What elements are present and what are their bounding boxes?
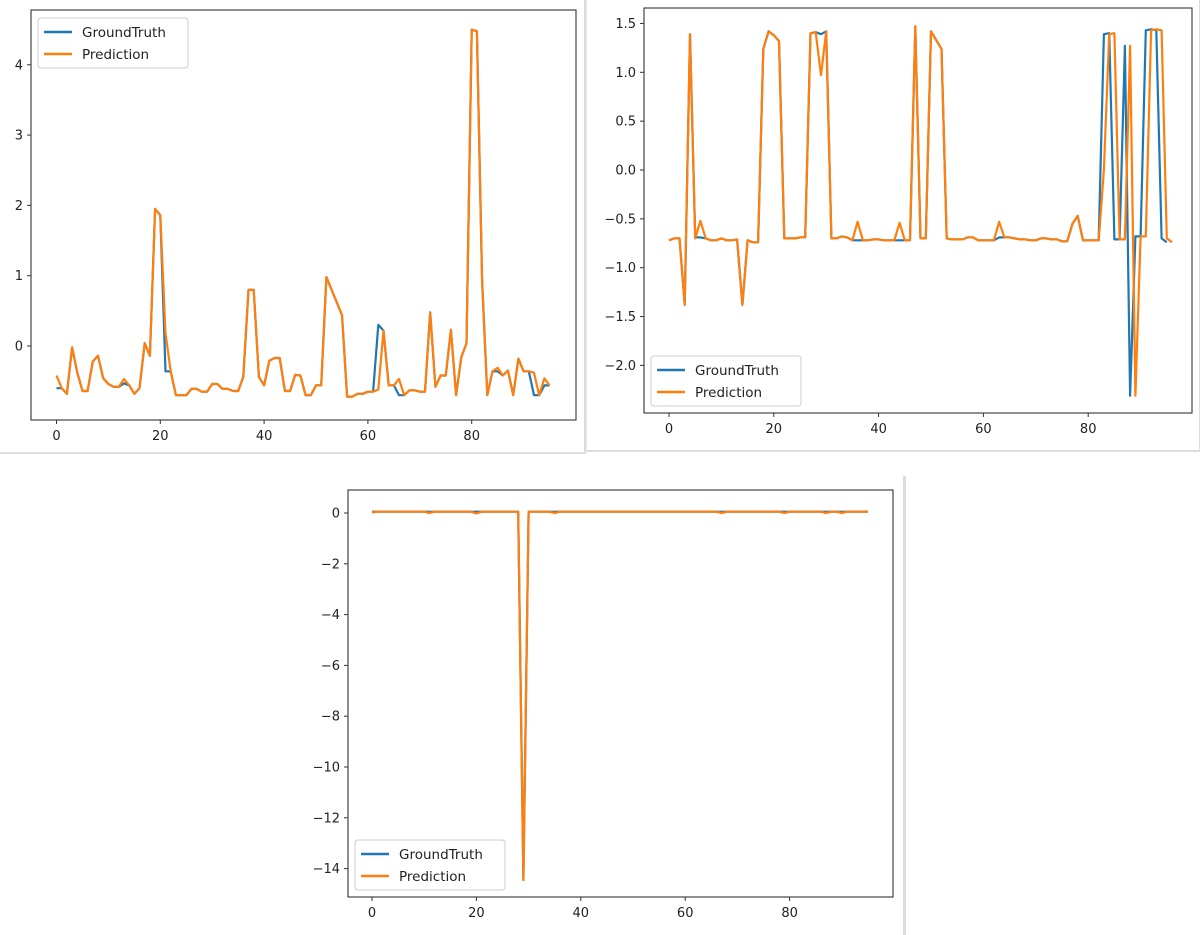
- y-tick-label: −0.5: [604, 212, 636, 227]
- legend-prediction-label: Prediction: [399, 869, 466, 885]
- x-tick-label: 0: [52, 429, 60, 444]
- axes-frame: [347, 489, 894, 898]
- legend-groundtruth-label: GroundTruth: [695, 363, 779, 379]
- legend-box: [354, 839, 506, 891]
- x-tick-label: 20: [152, 429, 169, 444]
- y-tick-label: −14: [313, 862, 340, 877]
- x-tick-label: 40: [256, 429, 273, 444]
- y-tick-label: 4: [15, 58, 23, 73]
- y-tick-label: 1: [15, 269, 23, 284]
- legend-groundtruth-label: GroundTruth: [82, 25, 166, 41]
- y-tick-label: −4: [321, 608, 340, 623]
- groundtruth-line: [668, 25, 1168, 397]
- prediction-line: [371, 510, 868, 882]
- y-tick-label: −2: [321, 557, 340, 572]
- y-tick-label: −6: [321, 659, 340, 674]
- line-chart-3: 0 20 40 60 80 −14 −12 −10 −8 −6 −4 −2 0 GroundTruth Pr…: [313, 489, 894, 921]
- x-tick-label: 20: [468, 906, 485, 921]
- chart-panel-3: 0 20 40 60 80 −14 −12 −10 −8 −6 −4 −2 0 GroundTruth Pr…: [300, 476, 906, 935]
- y-tick-label: −10: [313, 761, 340, 776]
- line-chart-2: 0 20 40 60 80 −2.0 −1.5 −1.0 −0.5 0.0 0.5 1.0 1.5 Gro…: [604, 7, 1193, 437]
- x-tick-label: 40: [870, 422, 887, 437]
- x-tick-label: 60: [677, 906, 694, 921]
- legend: GroundTruth Prediction: [354, 839, 506, 891]
- prediction-line: [668, 25, 1173, 397]
- axes-frame: [643, 7, 1193, 414]
- y-tick-label: 0.0: [615, 164, 636, 179]
- groundtruth-line: [372, 510, 868, 882]
- x-tick-label: 80: [463, 429, 480, 444]
- y-tick-label: 1.0: [615, 66, 636, 81]
- y-tick-label: 2: [15, 199, 23, 214]
- y-tick-label: −8: [321, 710, 340, 725]
- legend-prediction-label: Prediction: [695, 385, 762, 401]
- x-tick-label: 0: [368, 906, 376, 921]
- y-tick-label: 1.5: [615, 17, 636, 32]
- y-tick-label: −2.0: [604, 359, 636, 374]
- x-tick-label: 60: [975, 422, 992, 437]
- x-tick-label: 60: [360, 429, 377, 444]
- x-tick-label: 20: [766, 422, 783, 437]
- x-tick-label: 0: [665, 422, 673, 437]
- legend: GroundTruth Prediction: [650, 355, 802, 407]
- legend-prediction-label: Prediction: [82, 47, 149, 63]
- legend-groundtruth-label: GroundTruth: [399, 847, 483, 863]
- line-chart-1: 0 20 40 60 80 0 1 2 3 4 GroundTruth Prediction: [15, 9, 577, 444]
- y-tick-label: 0: [332, 507, 340, 522]
- y-tick-label: 3: [15, 129, 23, 144]
- chart-panel-2: 0 20 40 60 80 −2.0 −1.5 −1.0 −0.5 0.0 0.5 1.0 1.5 Gro…: [586, 0, 1200, 452]
- axes-frame: [30, 9, 577, 421]
- legend: GroundTruth Prediction: [37, 17, 189, 69]
- x-tick-label: 40: [573, 906, 590, 921]
- groundtruth-line: [56, 28, 550, 398]
- y-tick-label: −1.0: [604, 261, 636, 276]
- y-tick-label: 0.5: [615, 115, 636, 130]
- x-tick-label: 80: [781, 906, 798, 921]
- prediction-line: [55, 28, 551, 398]
- x-tick-label: 80: [1080, 422, 1097, 437]
- legend-box: [37, 17, 189, 69]
- y-tick-label: −1.5: [604, 310, 636, 325]
- y-tick-label: −12: [313, 811, 340, 826]
- y-tick-label: 0: [15, 340, 23, 355]
- chart-panel-1: 0 20 40 60 80 0 1 2 3 4 GroundTruth Prediction: [0, 0, 586, 454]
- legend-box: [650, 355, 802, 407]
